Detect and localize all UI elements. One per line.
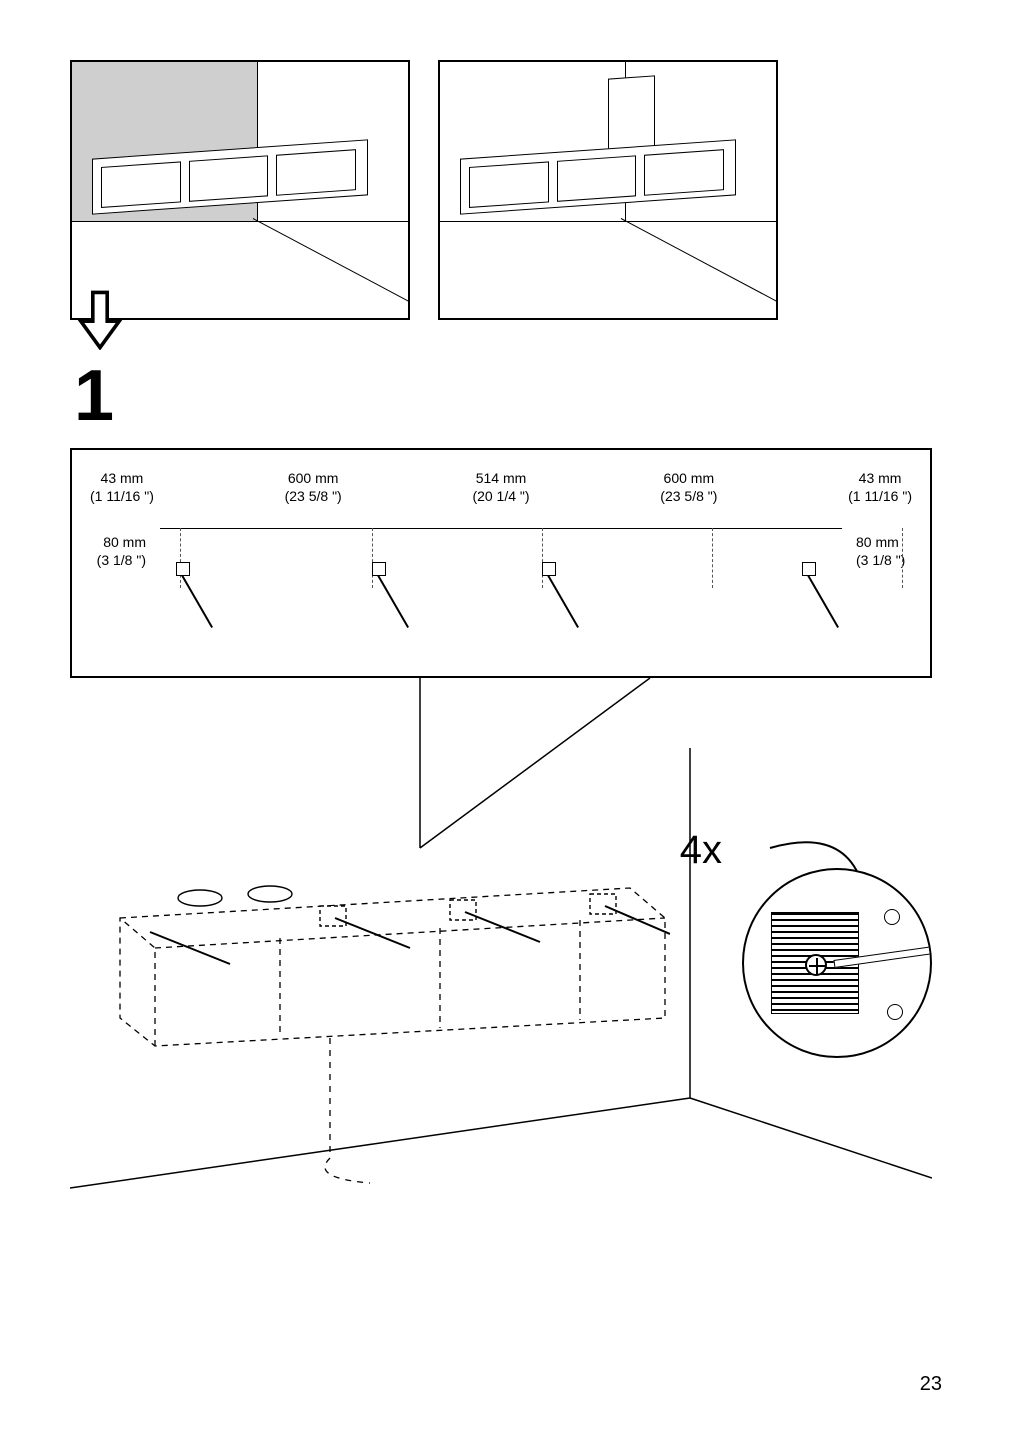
dimension-label: 514 mm (20 1/4 ") (472, 470, 529, 505)
hardware-quantity-label: 4x (680, 828, 722, 873)
top-illustration-row (70, 60, 942, 320)
dimension-label: 600 mm (23 5/8 ") (660, 470, 717, 505)
screw-head-icon (887, 1004, 903, 1020)
bracket-detail-circle (742, 868, 932, 1058)
anchor-icon (176, 562, 190, 576)
dimension-label-vertical-left: 80 mm (3 1/8 ") (84, 534, 146, 569)
option-b-panel (438, 60, 778, 320)
dimension-baseline (160, 528, 842, 529)
anchor-icon (372, 562, 386, 576)
screw-head-icon (884, 909, 900, 925)
mounting-illustration: 4x (70, 678, 932, 1198)
dimension-diagram: 43 mm (1 11/16 ") 600 mm (23 5/8 ") 514 … (70, 448, 932, 678)
anchor-icon (802, 562, 816, 576)
arrow-down-icon (76, 290, 124, 359)
bracket-hole-icon (805, 954, 827, 976)
dimension-label-vertical-right: 80 mm (3 1/8 ") (856, 534, 918, 569)
step-number: 1 (74, 360, 942, 432)
option-a-panel (70, 60, 410, 320)
dimension-label: 43 mm (1 11/16 ") (848, 470, 912, 505)
instruction-page: 1 43 mm (1 11/16 ") 600 mm (23 5/8 ") 51… (0, 0, 1012, 1432)
dimension-labels-row: 43 mm (1 11/16 ") 600 mm (23 5/8 ") 514 … (90, 470, 912, 505)
room-illustration (440, 62, 776, 318)
room-illustration (72, 62, 408, 318)
dimension-label: 43 mm (1 11/16 ") (90, 470, 154, 505)
page-number: 23 (920, 1373, 942, 1396)
dimension-label: 600 mm (23 5/8 ") (285, 470, 342, 505)
wall-anchor-positions (162, 562, 840, 652)
anchor-icon (542, 562, 556, 576)
mounting-bracket-icon (608, 76, 655, 156)
shelf-isometric (110, 878, 670, 1048)
